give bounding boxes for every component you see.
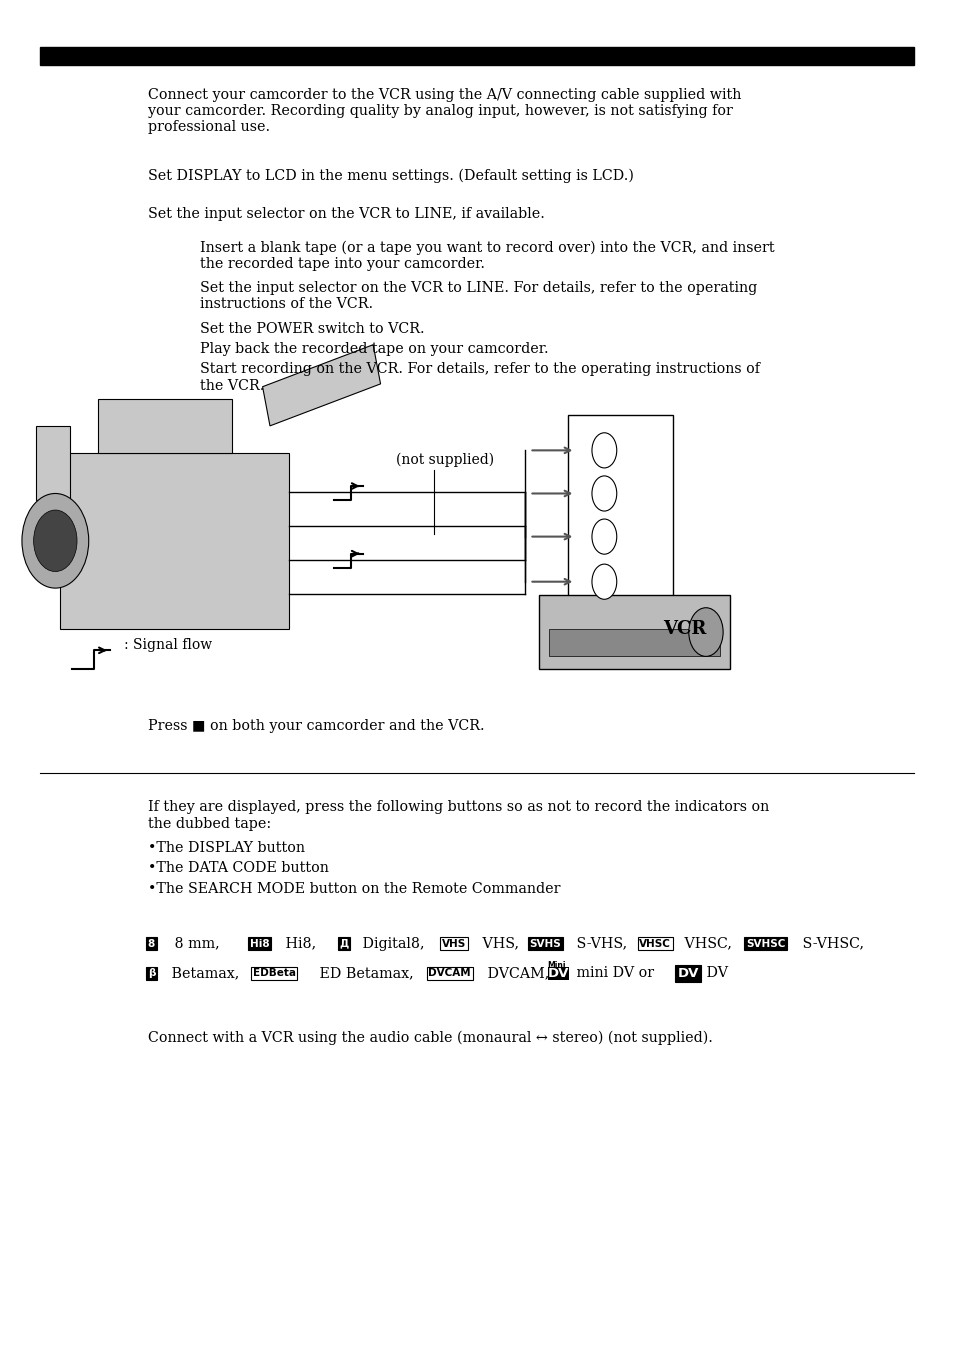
Text: Set the POWER switch to VCR.: Set the POWER switch to VCR.: [200, 322, 424, 335]
Text: EDBeta: EDBeta: [253, 968, 295, 979]
Text: DVCAM: DVCAM: [428, 968, 471, 979]
Bar: [548, 629, 720, 656]
Bar: [36, 426, 70, 500]
Text: (not supplied): (not supplied): [395, 453, 494, 466]
Text: If they are displayed, press the following buttons so as not to record the indic: If they are displayed, press the followi…: [148, 800, 768, 830]
Text: Betamax,: Betamax,: [167, 967, 243, 980]
Text: •The DATA CODE button: •The DATA CODE button: [148, 861, 329, 875]
Circle shape: [591, 519, 616, 554]
Bar: [98, 399, 232, 453]
Circle shape: [591, 564, 616, 599]
Text: VHSC: VHSC: [639, 938, 670, 949]
Text: : Signal flow: : Signal flow: [124, 638, 212, 652]
Text: Set the input selector on the VCR to LINE. For details, refer to the operating
i: Set the input selector on the VCR to LIN…: [200, 281, 757, 311]
Text: Hi8,: Hi8,: [281, 937, 321, 950]
Circle shape: [22, 493, 89, 588]
Circle shape: [688, 608, 722, 657]
Text: Play back the recorded tape on your camcorder.: Play back the recorded tape on your camc…: [200, 342, 548, 356]
Text: VHS: VHS: [441, 938, 465, 949]
Text: DVCAM,: DVCAM,: [482, 967, 553, 980]
Text: VHS,: VHS,: [477, 937, 523, 950]
Text: β: β: [148, 968, 155, 979]
Circle shape: [33, 510, 77, 572]
Text: VHSC,: VHSC,: [679, 937, 736, 950]
Bar: [567, 415, 672, 611]
Text: SVHSC: SVHSC: [745, 938, 784, 949]
Text: Start recording on the VCR. For details, refer to the operating instructions of
: Start recording on the VCR. For details,…: [200, 362, 760, 392]
Text: Press ■ on both your camcorder and the VCR.: Press ■ on both your camcorder and the V…: [148, 719, 484, 733]
Text: •The SEARCH MODE button on the Remote Commander: •The SEARCH MODE button on the Remote Co…: [148, 882, 559, 895]
Text: Hi8: Hi8: [250, 938, 270, 949]
Text: VCR: VCR: [662, 619, 705, 638]
Text: SVHS: SVHS: [529, 938, 560, 949]
Text: Set the input selector on the VCR to LINE, if available.: Set the input selector on the VCR to LIN…: [148, 207, 544, 220]
Text: Set DISPLAY to LCD in the menu settings. (Default setting is LCD.): Set DISPLAY to LCD in the menu settings.…: [148, 169, 633, 184]
Text: ED Betamax,: ED Betamax,: [314, 967, 417, 980]
Text: 8 mm,: 8 mm,: [170, 937, 224, 950]
Text: Connect your camcorder to the VCR using the A/V connecting cable supplied with
y: Connect your camcorder to the VCR using …: [148, 88, 740, 134]
Text: DV: DV: [547, 967, 568, 980]
Text: Connect with a VCR using the audio cable (monaural ↔ stereo) (not supplied).: Connect with a VCR using the audio cable…: [148, 1030, 712, 1045]
Bar: [262, 345, 380, 426]
Text: mini DV or: mini DV or: [572, 967, 659, 980]
Bar: [538, 595, 729, 669]
Text: •The DISPLAY button: •The DISPLAY button: [148, 841, 305, 854]
Text: S-VHS,: S-VHS,: [572, 937, 631, 950]
Circle shape: [591, 433, 616, 468]
Text: Insert a blank tape (or a tape you want to record over) into the VCR, and insert: Insert a blank tape (or a tape you want …: [200, 241, 774, 272]
Text: 8: 8: [148, 938, 155, 949]
Text: S-VHSC,: S-VHSC,: [798, 937, 863, 950]
Text: Д: Д: [339, 938, 349, 949]
Text: DV: DV: [701, 967, 727, 980]
Text: Mini: Mini: [547, 961, 565, 969]
Circle shape: [591, 476, 616, 511]
Bar: [60, 453, 289, 629]
Text: DV: DV: [677, 967, 698, 980]
Text: DV: DV: [547, 967, 568, 980]
Text: Digital8,: Digital8,: [357, 937, 428, 950]
Bar: [40, 47, 913, 65]
